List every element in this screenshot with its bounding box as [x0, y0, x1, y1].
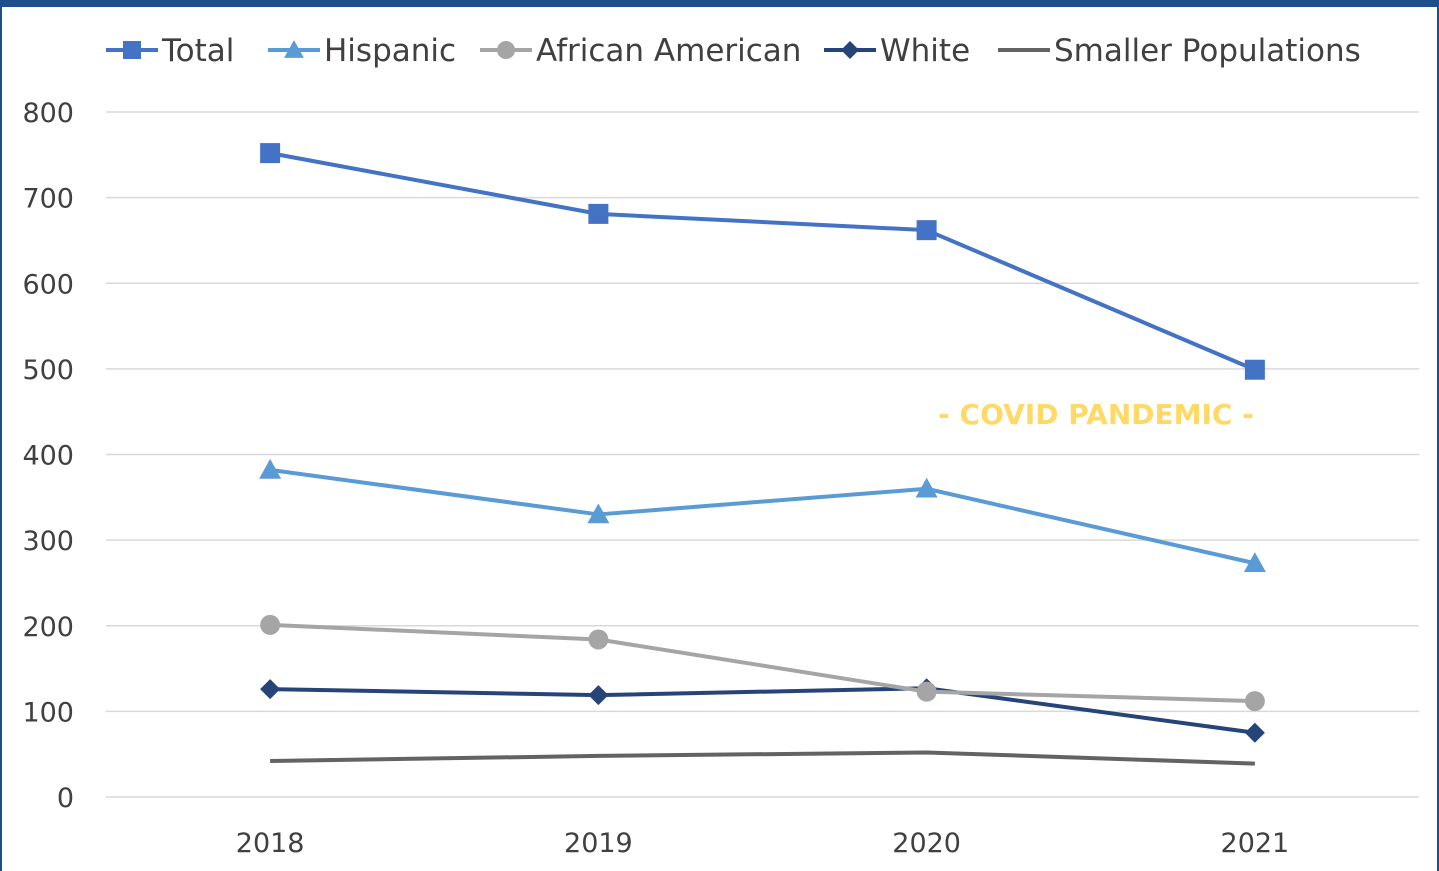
- series-african-american: [260, 614, 1265, 712]
- data-point: [915, 477, 938, 498]
- legend-label: Hispanic: [324, 33, 456, 69]
- data-point: [260, 679, 281, 700]
- series-smaller-populations: [270, 750, 1255, 766]
- data-point: [497, 41, 515, 59]
- legend-item: Total: [106, 33, 234, 69]
- data-point: [259, 458, 282, 479]
- series-line: [270, 750, 1255, 766]
- y-tick-label: 400: [22, 441, 74, 472]
- x-tick-label: 2020: [892, 828, 961, 859]
- data-point: [841, 41, 859, 59]
- data-point: [916, 681, 937, 702]
- x-tick-label: 2019: [564, 828, 633, 859]
- data-point: [916, 220, 937, 241]
- series-line: [269, 467, 1256, 566]
- data-point: [587, 503, 610, 524]
- header-bar: [0, 0, 1439, 7]
- y-axis-ticks: 0 100 200 300 400 500 600 700 800: [22, 98, 74, 814]
- data-point: [260, 614, 281, 635]
- legend-label: White: [880, 33, 970, 69]
- series-line: [270, 686, 1256, 735]
- legend-label: African American: [536, 33, 801, 69]
- y-tick-label: 700: [22, 184, 74, 215]
- data-point: [588, 685, 609, 706]
- data-point: [588, 203, 609, 224]
- legend: Total Hispanic African American White Smalle…: [106, 33, 1361, 69]
- x-tick-label: 2018: [236, 828, 305, 859]
- data-point: [1244, 359, 1265, 380]
- legend-label: Smaller Populations: [1054, 33, 1361, 69]
- y-tick-label: 600: [22, 269, 74, 300]
- y-tick-label: 300: [22, 526, 74, 557]
- series-line: [270, 622, 1255, 704]
- y-tick-label: 0: [57, 783, 74, 814]
- series-group: [259, 143, 1266, 766]
- covid-annotation: - COVID PANDEMIC -: [938, 398, 1254, 431]
- series-line: [269, 151, 1256, 372]
- y-tick-label: 800: [22, 98, 74, 129]
- legend-item: White: [824, 33, 970, 69]
- data-point: [1244, 691, 1265, 712]
- x-axis-ticks: 2018 2019 2020 2021: [236, 828, 1289, 859]
- data-point: [1244, 722, 1265, 743]
- series-total: [260, 143, 1265, 380]
- series-hispanic: [259, 458, 1266, 573]
- legend-item: African American: [480, 33, 801, 69]
- data-point: [1243, 552, 1266, 573]
- legend-item: Hispanic: [268, 33, 456, 69]
- y-tick-label: 500: [22, 355, 74, 386]
- data-point: [284, 40, 304, 58]
- x-tick-label: 2021: [1221, 828, 1290, 859]
- data-point: [260, 143, 281, 164]
- y-tick-label: 200: [22, 612, 74, 643]
- legend-item: Smaller Populations: [998, 33, 1361, 69]
- legend-label: Total: [161, 33, 234, 69]
- series-white: [260, 678, 1265, 743]
- data-point: [588, 629, 609, 650]
- data-point: [123, 41, 141, 59]
- gridlines: [106, 111, 1419, 798]
- y-tick-label: 100: [22, 697, 74, 728]
